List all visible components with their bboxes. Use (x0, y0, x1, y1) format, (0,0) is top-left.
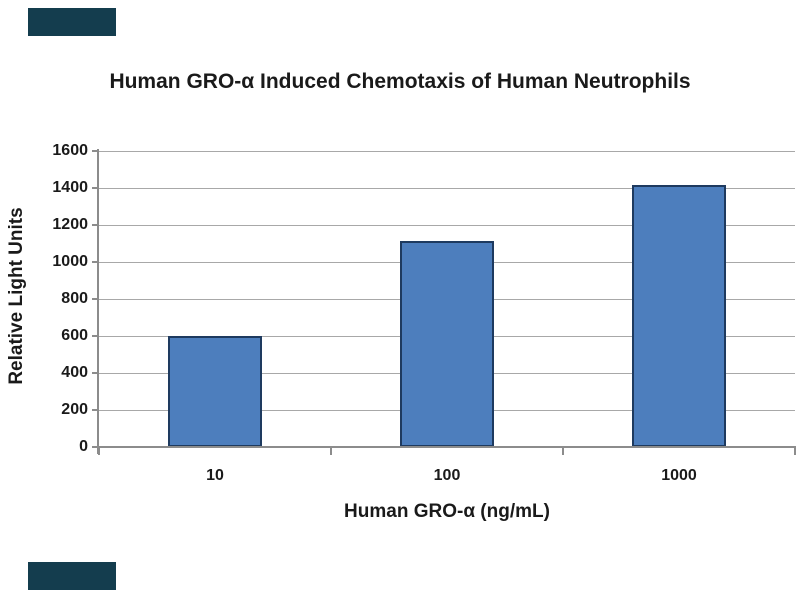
y-tick-label-1400: 1400 (52, 179, 88, 196)
y-tick-mark-800 (92, 298, 99, 300)
x-axis-title: Human GRO-α (ng/mL) (344, 501, 550, 522)
y-tick-label-1000: 1000 (52, 253, 88, 270)
y-tick-mark-400 (92, 372, 99, 374)
gridline-1600 (99, 150, 795, 152)
corner-block-top-left (28, 8, 116, 36)
y-tick-label-600: 600 (61, 327, 88, 344)
gridline-1400 (99, 187, 795, 189)
x-tick-label-100: 100 (433, 467, 461, 484)
y-tick-mark-1600 (92, 150, 99, 152)
y-tick-mark-0 (92, 446, 99, 448)
x-tick-mark-2 (562, 448, 564, 455)
gridline-1200 (99, 224, 795, 226)
x-tick-mark-3 (794, 448, 796, 455)
y-tick-mark-600 (92, 335, 99, 337)
y-axis-line (97, 149, 99, 454)
corner-block-bottom-left (28, 562, 116, 590)
x-tick-label-1000: 1000 (661, 467, 697, 484)
chart-title: Human GRO-α Induced Chemotaxis of Human … (109, 70, 691, 93)
x-tick-mark-1 (330, 448, 332, 455)
y-axis-title: Relative Light Units (6, 207, 27, 385)
y-tick-label-800: 800 (61, 290, 88, 307)
x-axis-line (98, 446, 796, 448)
y-tick-label-400: 400 (61, 364, 88, 381)
y-tick-label-1600: 1600 (52, 142, 88, 159)
y-tick-mark-200 (92, 409, 99, 411)
x-tick-mark-0 (98, 448, 100, 455)
y-tick-mark-1400 (92, 187, 99, 189)
y-tick-label-0: 0 (79, 438, 88, 455)
y-tick-mark-1000 (92, 261, 99, 263)
y-tick-mark-1200 (92, 224, 99, 226)
x-tick-label-10: 10 (206, 467, 224, 484)
bar-100 (400, 240, 494, 447)
y-tick-label-200: 200 (61, 401, 88, 418)
y-tick-label-1200: 1200 (52, 216, 88, 233)
bar-10 (168, 336, 262, 447)
bar-1000 (632, 185, 726, 447)
